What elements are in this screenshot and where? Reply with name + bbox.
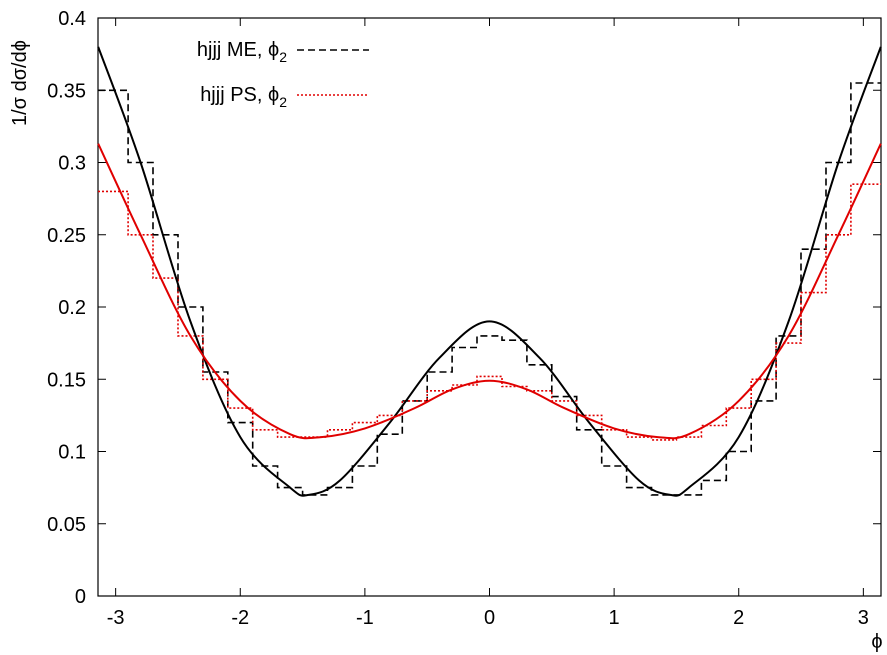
legend-label-ps: hjjj PS, ϕ2 (200, 84, 287, 110)
x-tick-label: 1 (609, 607, 620, 629)
x-tick-label: -1 (356, 607, 374, 629)
legend-label-ps-sub: 2 (279, 94, 287, 110)
x-tick-label: -3 (107, 607, 125, 629)
y-axis-label: 1/σ dσ/dϕ (9, 40, 31, 126)
series-line-1 (98, 183, 881, 441)
x-axis-label: ϕ (871, 631, 882, 653)
y-tick-label: 0.15 (47, 369, 86, 391)
y-tick-label: 0.05 (47, 514, 86, 536)
y-tick-label: 0.25 (47, 225, 86, 247)
x-tick-label: -2 (231, 607, 249, 629)
y-tick-label: 0 (75, 586, 86, 608)
y-tick-label: 0.2 (58, 297, 86, 319)
x-tick-label: 3 (858, 607, 869, 629)
y-tick-label: 0.1 (58, 442, 86, 464)
x-tick-label: 2 (733, 607, 744, 629)
series-layer (97, 46, 882, 497)
x-tick-label: 0 (484, 607, 495, 629)
legend: hjjj ME, ϕ2 hjjj PS, ϕ2 (197, 39, 369, 110)
series-line-0 (98, 82, 881, 496)
y-tick-label: 0.4 (58, 8, 86, 30)
y-tick-label: 0.3 (58, 153, 86, 175)
series-line-2 (97, 46, 882, 497)
series-line-3 (97, 143, 882, 440)
axis-ticks: -3 -2 -1 0 1 2 3 0 0.05 0.1 0.15 0.2 0.25 0.3 0.35 0.4 (47, 8, 881, 629)
legend-label-me-sub: 2 (279, 49, 287, 65)
y-tick-label: 0.35 (47, 80, 86, 102)
legend-label-ps-main: hjjj PS, ϕ (200, 84, 279, 106)
legend-label-me-main: hjjj ME, ϕ (197, 39, 279, 61)
legend-label-me: hjjj ME, ϕ2 (197, 39, 287, 65)
